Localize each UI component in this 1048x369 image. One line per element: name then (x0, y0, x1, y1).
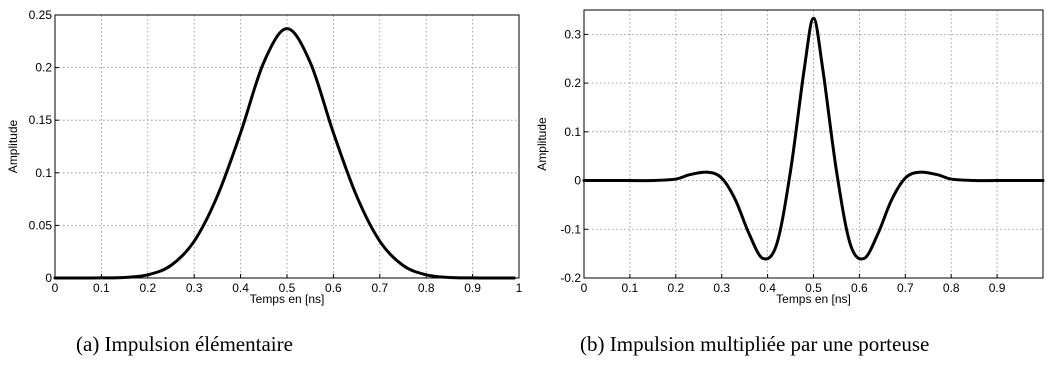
x-axis-label: Temps en [ns] (250, 292, 325, 306)
x-tick-label: 0.2 (667, 281, 684, 295)
y-tick-label: 0.2 (35, 61, 52, 75)
y-axis-label: Amplitude (535, 117, 549, 171)
x-tick-label: 0.9 (464, 281, 481, 295)
x-tick-label: 0.1 (622, 281, 639, 295)
x-tick-label: 0.4 (232, 281, 249, 295)
x-axis-label: Temps en [ns] (776, 292, 851, 306)
x-tick-label: 0.7 (897, 281, 914, 295)
x-tick-label: 1 (516, 281, 523, 295)
axes-frame (583, 9, 1044, 279)
plot-area (55, 15, 519, 278)
x-tick-label: 0.6 (851, 281, 868, 295)
y-axis-label: Amplitude (6, 120, 20, 174)
x-tick-label: 0 (581, 281, 588, 295)
series-line (582, 16, 1045, 261)
series-line (53, 27, 516, 280)
y-tick-label: 0.1 (564, 125, 581, 139)
chart-impulsion-porteuse: 0 0.1 0.2 0.3 0.4 0.5 0.6 0.7 0.8 0.9 -0.2 -0.1 0 0.1… (535, 9, 1045, 306)
x-tick-label: 0.8 (418, 281, 435, 295)
axes-frame (54, 14, 520, 279)
y-tick-label: 0.15 (29, 113, 53, 127)
caption-a: (a) Impulsion élémentaire (76, 332, 293, 356)
y-tick-label: 0.2 (564, 76, 581, 90)
y-tick-label: -0.1 (560, 222, 581, 236)
y-tick-label: 0.05 (29, 218, 53, 232)
y-tick-label: 0.25 (29, 8, 53, 22)
x-tick-label: 0.8 (943, 281, 960, 295)
y-tick-label: 0 (574, 174, 581, 188)
caption-b: (b) Impulsion multipliée par une porteus… (580, 332, 930, 356)
x-tick-label: 0.7 (371, 281, 388, 295)
x-tick-label: 0 (52, 281, 59, 295)
x-tick-label: 0.6 (325, 281, 342, 295)
y-tick-label: -0.2 (560, 271, 581, 285)
x-tick-label: 0.9 (989, 281, 1006, 295)
x-tick-label: 0.3 (186, 281, 203, 295)
x-tick-label: 0.3 (713, 281, 730, 295)
x-tick-label: 0.5 (279, 281, 296, 295)
x-tick-label: 0.1 (93, 281, 110, 295)
x-tick-label: 0.4 (759, 281, 776, 295)
y-tick-label: 0.3 (564, 27, 581, 41)
chart-impulsion-elementaire: 0 0.1 0.2 0.3 0.4 0.5 0.6 0.7 0.8 0.9 1 0 0.05 0.1 0.1… (6, 8, 523, 306)
x-tick-label: 0.5 (805, 281, 822, 295)
x-tick-label: 0.2 (139, 281, 156, 295)
y-tick-label: 0 (45, 271, 52, 285)
y-tick-label: 0.1 (35, 166, 52, 180)
